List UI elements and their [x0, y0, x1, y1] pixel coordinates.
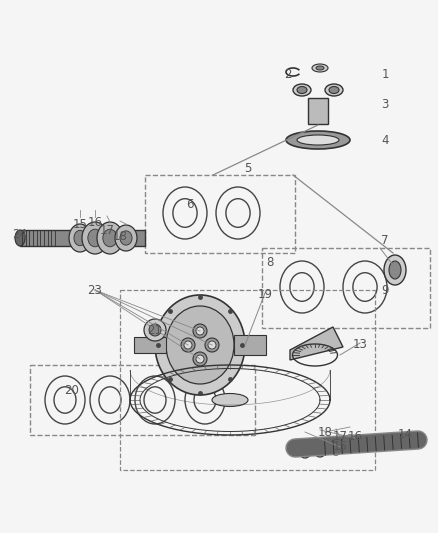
- Ellipse shape: [316, 443, 324, 453]
- Ellipse shape: [325, 84, 343, 96]
- Ellipse shape: [166, 306, 234, 384]
- Text: 6: 6: [186, 198, 194, 212]
- Bar: [20, 230, 145, 246]
- Ellipse shape: [74, 230, 86, 246]
- Ellipse shape: [193, 324, 207, 338]
- Bar: [308, 98, 328, 124]
- Ellipse shape: [212, 393, 248, 407]
- Bar: [145, 175, 295, 253]
- Ellipse shape: [286, 131, 350, 149]
- Ellipse shape: [316, 66, 324, 70]
- Ellipse shape: [293, 84, 311, 96]
- Ellipse shape: [297, 86, 307, 93]
- Text: 19: 19: [258, 288, 272, 302]
- Text: 1: 1: [381, 69, 389, 82]
- Ellipse shape: [15, 230, 25, 246]
- Ellipse shape: [329, 86, 339, 93]
- Text: 23: 23: [88, 284, 102, 296]
- Text: 15: 15: [73, 219, 88, 231]
- Bar: [30, 365, 255, 435]
- Ellipse shape: [88, 229, 102, 247]
- Ellipse shape: [329, 437, 343, 455]
- Ellipse shape: [155, 295, 245, 395]
- Ellipse shape: [193, 352, 207, 366]
- Ellipse shape: [181, 338, 195, 352]
- Ellipse shape: [312, 64, 328, 72]
- Text: 18: 18: [318, 425, 332, 439]
- Ellipse shape: [297, 135, 339, 145]
- Text: 15: 15: [332, 440, 347, 454]
- Ellipse shape: [115, 225, 137, 251]
- Ellipse shape: [120, 231, 132, 245]
- Text: 9: 9: [381, 284, 389, 296]
- Text: 24: 24: [13, 229, 28, 241]
- Ellipse shape: [384, 255, 406, 285]
- Ellipse shape: [196, 355, 204, 363]
- Ellipse shape: [313, 439, 327, 457]
- Ellipse shape: [332, 441, 340, 451]
- Text: 17: 17: [332, 431, 347, 443]
- Ellipse shape: [184, 341, 192, 349]
- Ellipse shape: [205, 338, 219, 352]
- Text: 16: 16: [347, 431, 363, 443]
- Bar: [262, 248, 430, 328]
- Ellipse shape: [82, 222, 108, 254]
- Text: 14: 14: [398, 429, 413, 441]
- Text: 3: 3: [381, 99, 389, 111]
- Text: 5: 5: [244, 161, 252, 174]
- Ellipse shape: [389, 261, 401, 279]
- Text: 7: 7: [381, 233, 389, 246]
- Ellipse shape: [103, 229, 117, 247]
- Bar: [234, 335, 266, 355]
- Ellipse shape: [69, 224, 91, 252]
- Text: 20: 20: [64, 384, 79, 397]
- Text: 4: 4: [381, 133, 389, 147]
- Ellipse shape: [97, 222, 123, 254]
- Ellipse shape: [298, 440, 312, 458]
- Text: 16: 16: [88, 215, 102, 229]
- Text: 2: 2: [284, 69, 292, 82]
- Ellipse shape: [196, 327, 204, 335]
- Ellipse shape: [343, 435, 357, 453]
- Bar: [134, 337, 166, 353]
- Text: 8: 8: [266, 256, 274, 270]
- Text: 18: 18: [113, 230, 127, 243]
- Ellipse shape: [346, 439, 354, 449]
- Ellipse shape: [301, 444, 309, 454]
- Ellipse shape: [208, 341, 216, 349]
- Polygon shape: [290, 327, 343, 360]
- Text: 13: 13: [353, 338, 367, 351]
- Text: 21: 21: [148, 324, 162, 336]
- Ellipse shape: [149, 324, 161, 336]
- Bar: [120, 290, 375, 470]
- Ellipse shape: [144, 319, 166, 341]
- Text: 17: 17: [99, 223, 114, 237]
